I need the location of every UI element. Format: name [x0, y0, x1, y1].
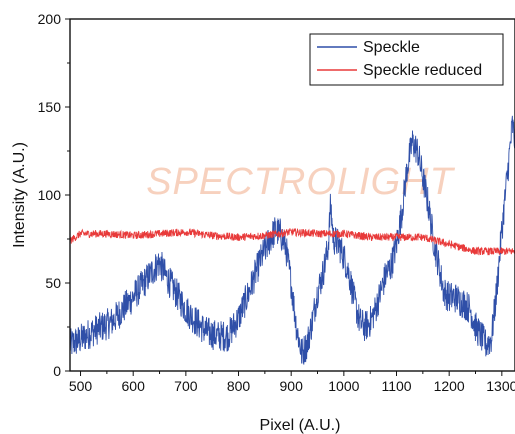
- series-speckle: [69, 115, 515, 365]
- x-axis-title: Pixel (A.U.): [260, 417, 341, 434]
- x-tick-label: 1300: [486, 378, 515, 394]
- y-tick-label: 0: [53, 363, 61, 379]
- y-tick-label: 150: [38, 99, 62, 115]
- watermark-text: SPECTROLIGHT: [146, 161, 455, 203]
- legend-label-speckle-reduced: Speckle reduced: [363, 62, 482, 79]
- y-axis-title: Intensity (A.U.): [11, 142, 28, 248]
- legend: Speckle Speckle reduced: [309, 33, 504, 86]
- x-axis: 500 600 700 800 900 1000 1100 1200 1300: [69, 371, 515, 394]
- x-tick-label: 800: [227, 378, 251, 394]
- x-tick-label: 500: [69, 378, 93, 394]
- y-tick-label: 100: [38, 187, 62, 203]
- y-tick-label: 200: [38, 11, 62, 27]
- x-tick-label: 1100: [381, 378, 411, 394]
- series-line: [69, 228, 515, 256]
- y-tick-label: 50: [45, 275, 61, 291]
- x-tick-label: 600: [122, 378, 146, 394]
- legend-label-speckle: Speckle: [363, 39, 420, 56]
- series-layer: [69, 115, 515, 365]
- legend-box: [309, 33, 504, 86]
- x-tick-label: 1000: [328, 378, 359, 394]
- series-line: [69, 115, 515, 365]
- x-tick-label: 900: [280, 378, 304, 394]
- series-speckle-reduced: [69, 228, 515, 256]
- x-tick-label: 1200: [434, 378, 465, 394]
- x-tick-label: 700: [174, 378, 198, 394]
- y-axis: 0 50 100 150 200: [38, 11, 70, 379]
